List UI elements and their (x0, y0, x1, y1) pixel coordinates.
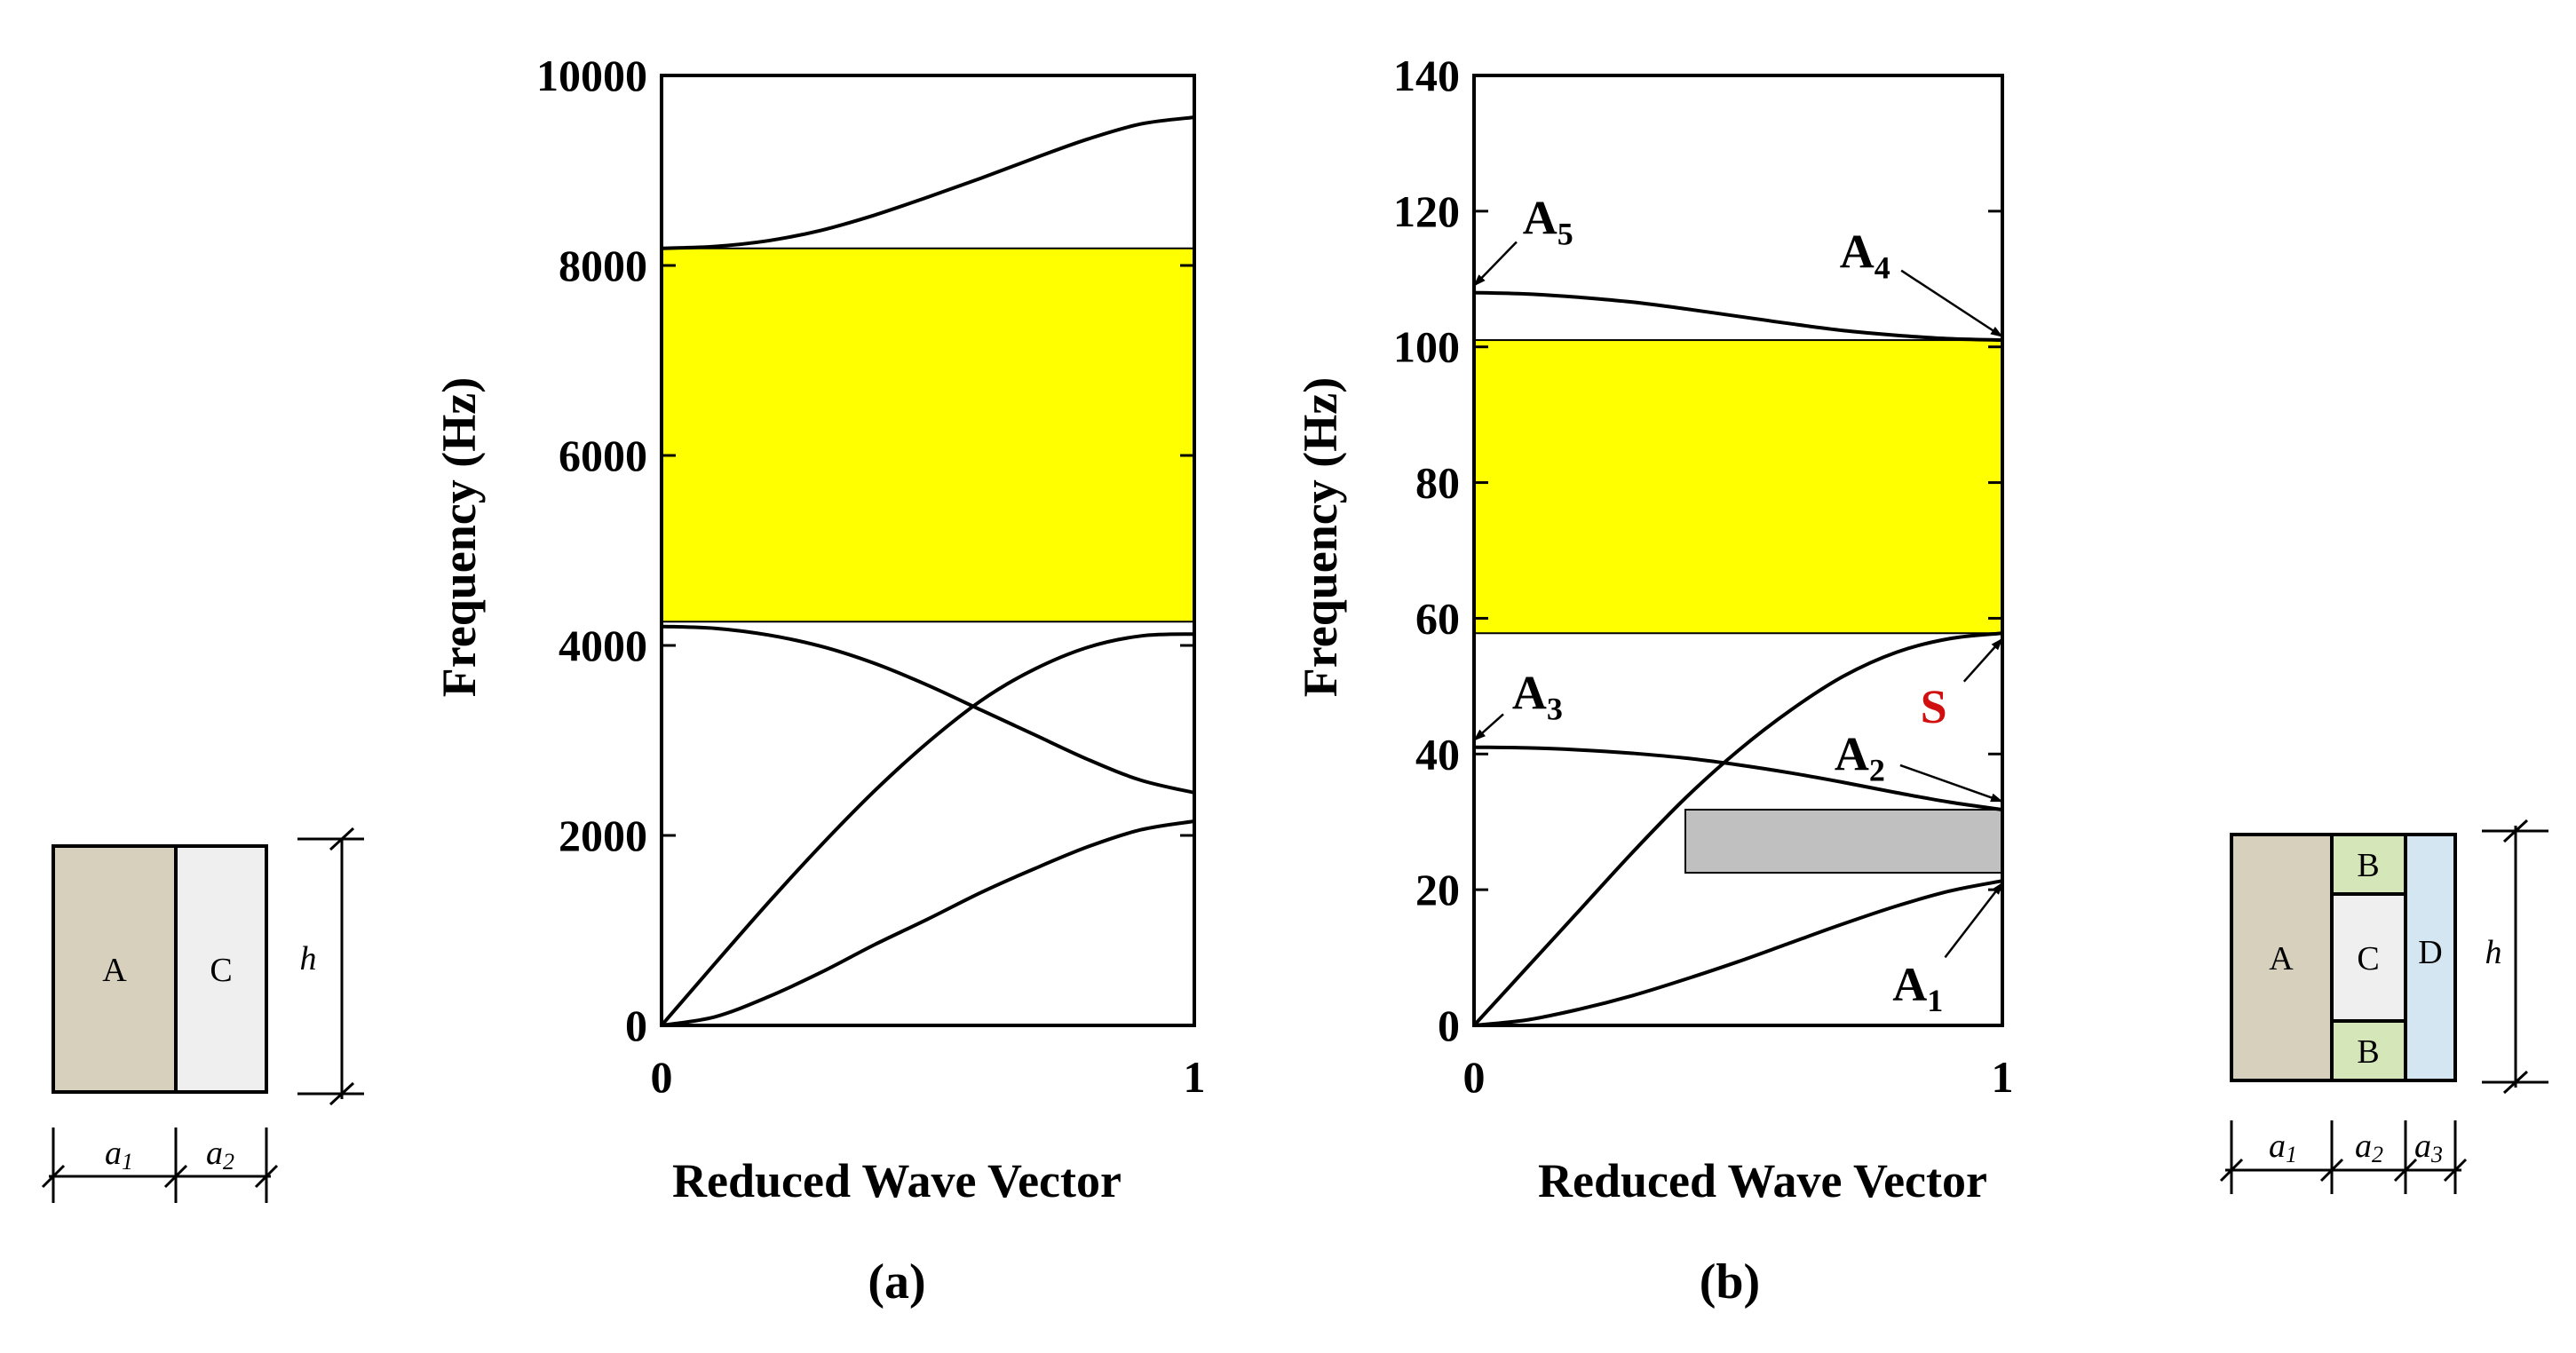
chart-b-annotation-5: A2 (1835, 727, 1885, 787)
dim-left-w-t2 (254, 1164, 279, 1189)
dim-left-a1: a1 (105, 1135, 133, 1175)
chart-b-annotation-6: A1 (1892, 958, 1943, 1018)
chart-b-annotation-arrow-2 (1900, 269, 2003, 338)
chart-b-band-3-line (1473, 745, 2003, 811)
chart-b-ytick-label-40: 40 (1415, 729, 1460, 779)
chart-a-series (660, 115, 1195, 1027)
chart-b-frame (1472, 74, 2004, 1027)
dim-left-w-t1 (163, 1164, 188, 1189)
chart-b-ytick-label-140: 140 (1393, 51, 1460, 100)
chart-b-ytick-label-80: 80 (1415, 458, 1460, 508)
chart-a-ytick-label-0: 0 (625, 1001, 647, 1050)
chart-a-ytick-label-8000: 8000 (559, 241, 647, 290)
cell-left-C (174, 844, 268, 1094)
dim-left-w-t0 (41, 1164, 66, 1189)
chart-b-xtick-label-0: 0 (1463, 1052, 1486, 1102)
cell-right-B-top (2330, 833, 2407, 896)
dim-right-w-t3 (2443, 1158, 2468, 1183)
chart-a-band-4-line (661, 115, 1195, 250)
chart-b-xlabel: Reduced Wave Vector (1538, 1154, 1987, 1207)
dim-right-a2: a2 (2355, 1128, 2383, 1167)
chart-b-annotation-arrow-1 (1473, 241, 1518, 287)
chart-b-ticks: 0 20 40 60 80 100 120 140 0 1 (1393, 51, 2014, 1102)
cell-right-A (2230, 833, 2334, 1082)
chart-a-ytick-label-4000: 4000 (559, 621, 647, 670)
cell-right-A-label: A (2269, 940, 2294, 977)
chart-a-ticks: 0 2000 4000 6000 8000 10000 0 1 (536, 51, 1206, 1102)
cell-left-A-label: A (102, 952, 127, 989)
dim-left-h-tick2 (329, 1081, 355, 1106)
chart-a-ytick-label-10000: 10000 (536, 51, 647, 100)
cell-right-D (2404, 833, 2457, 1082)
chart-a-bandgap-1 (661, 247, 1195, 623)
chart-a-band-3-line (661, 624, 1195, 795)
dim-left-a2: a2 (206, 1135, 234, 1175)
chart-a-ylabel: Frequency (Hz) (432, 377, 486, 697)
chart-b-annotation-3: A3 (1512, 667, 1563, 727)
chart-a-xtick-label-0: 0 (651, 1052, 673, 1102)
chart-a-caption: (a) (868, 1254, 925, 1309)
unit-cell-right: A B C B D h a1 a2 a3 (2219, 819, 2548, 1194)
chart-b-annotation-1: A5 (1523, 192, 1573, 252)
chart-b-annotation-arrow-5 (1899, 764, 2003, 803)
chart-b-ytick-label-60: 60 (1415, 593, 1460, 643)
chart-a-xlabel: Reduced Wave Vector (672, 1154, 1122, 1207)
chart-b-caption: (b) (1700, 1254, 1760, 1309)
chart-b-gaps (1473, 339, 2003, 874)
cell-left-A (52, 844, 178, 1094)
chart-b-series (1472, 290, 2003, 1027)
cell-right-B-bottom-label: B (2357, 1033, 2379, 1071)
chart-b-annotation-arrow-3 (1473, 713, 1504, 741)
chart-b-annotation-4: S (1921, 680, 1947, 733)
chart-b-annotation-arrow-6 (1944, 882, 2003, 959)
cell-left-C-label: C (210, 952, 232, 989)
chart-b-ytick-label-0: 0 (1438, 1001, 1460, 1050)
dim-right-h-label: h (2485, 934, 2502, 971)
chart-b-band-2-line (1472, 631, 2003, 1027)
chart-b-ylabel: Frequency (Hz) (1294, 377, 1347, 697)
chart-a-band-1-line (661, 819, 1195, 1027)
chart-a-band-2-line (660, 632, 1195, 1027)
chart-b: 0 20 40 60 80 100 120 140 0 1 A5 A4 A3 S A2 A1 Reduced… (1294, 51, 2014, 1309)
cell-right-B-top-label: B (2357, 847, 2379, 884)
chart-b-band-4-line (1473, 290, 2003, 343)
cell-right-C-label: C (2357, 940, 2379, 977)
dim-right-w-t1 (2319, 1158, 2344, 1183)
chart-a-gaps (661, 247, 1195, 623)
dim-right-h-tick2 (2502, 1070, 2529, 1095)
dim-right-a3: a3 (2414, 1128, 2443, 1167)
chart-b-band-1-line (1473, 879, 2003, 1027)
chart-a: 0 2000 4000 6000 8000 10000 0 1 Reduced Wave Ve… (432, 51, 1206, 1309)
dim-right-w-t0 (2219, 1158, 2244, 1183)
chart-b-annotation-arrow-4 (1962, 637, 2003, 683)
chart-b-ytick-label-100: 100 (1393, 322, 1460, 372)
dim-left-h-label: h (300, 940, 317, 977)
unit-cell-left: A C h a1 a2 (41, 827, 364, 1203)
dim-right-w-t2 (2393, 1158, 2418, 1183)
chart-b-ytick-label-20: 20 (1415, 865, 1460, 914)
chart-a-ytick-label-2000: 2000 (559, 811, 647, 860)
dim-left-h-tick1 (329, 827, 355, 851)
chart-a-ytick-label-6000: 6000 (559, 431, 647, 480)
cell-right-D-label: D (2418, 934, 2442, 971)
chart-b-annotations: A5 A4 A3 S A2 A1 (1473, 192, 2003, 1018)
dim-right-a1: a1 (2269, 1128, 2297, 1167)
chart-b-annotation-2: A4 (1840, 226, 1890, 286)
dim-right-h-tick1 (2502, 819, 2529, 843)
chart-b-ytick-label-120: 120 (1393, 186, 1460, 236)
chart-b-bandgap-2 (1684, 808, 2003, 874)
chart-a-xtick-label-1: 1 (1184, 1052, 1206, 1102)
chart-a-frame (660, 74, 1196, 1027)
chart-b-xtick-label-1: 1 (1992, 1052, 2014, 1102)
chart-b-bandgap-1 (1473, 339, 2003, 635)
